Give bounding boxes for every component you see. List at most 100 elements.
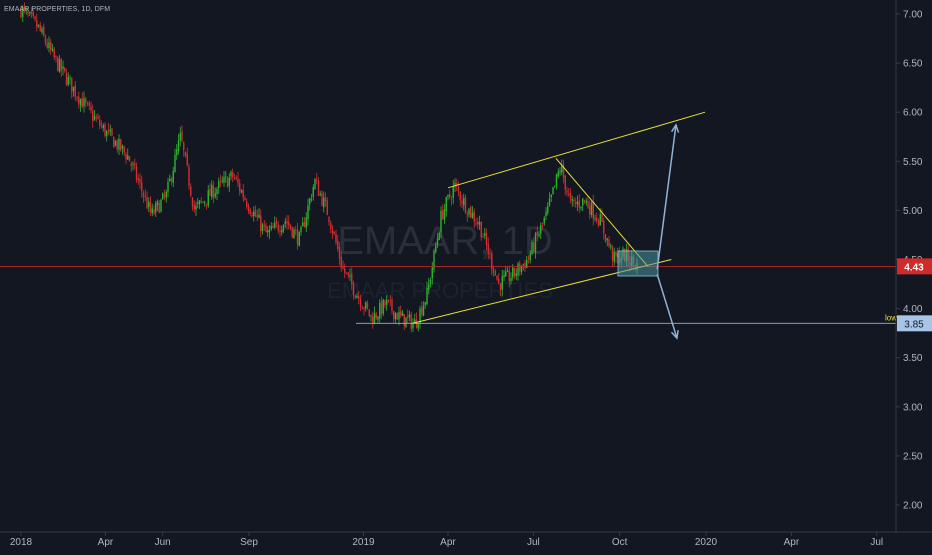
candle-body — [214, 193, 216, 197]
candle-body — [379, 302, 381, 319]
candle-body — [419, 308, 421, 324]
candle-body — [393, 310, 395, 319]
trendline-3 — [555, 158, 649, 267]
candle-body — [506, 270, 509, 273]
candle-body — [496, 275, 498, 280]
candle-body — [421, 307, 423, 315]
candle-body — [256, 215, 258, 218]
candle-body — [307, 205, 309, 219]
candle-body — [401, 312, 404, 316]
candle-body — [471, 212, 474, 218]
candle-body — [20, 7, 22, 17]
candle-body — [589, 205, 591, 215]
candle-body — [408, 314, 411, 317]
candle-body — [387, 299, 390, 301]
candle-body — [354, 295, 356, 298]
watermark-ticker: EMAAR, 1D — [337, 219, 553, 263]
candle-body — [512, 267, 514, 278]
candle-body — [132, 164, 134, 166]
candle-body — [501, 276, 503, 290]
candle-body — [412, 322, 414, 329]
candle-body — [333, 232, 335, 234]
candle-body — [142, 192, 145, 197]
candle-body — [260, 215, 262, 232]
candle-body — [494, 274, 496, 276]
candle-body — [312, 187, 314, 197]
candle-body — [468, 208, 470, 215]
candle-body — [324, 197, 327, 202]
candle-body — [153, 209, 155, 214]
x-tick-label: Jul — [870, 537, 883, 548]
candle-body — [253, 211, 255, 217]
candle-body — [543, 217, 545, 224]
candle-body — [284, 221, 286, 225]
candle-body — [615, 251, 617, 257]
candle-body — [303, 222, 306, 228]
x-tick-label: 2020 — [695, 537, 718, 548]
candle-body — [123, 147, 125, 153]
candle-body — [184, 151, 187, 156]
candle-body — [596, 217, 598, 221]
candle-body — [447, 195, 449, 197]
candle-body — [405, 317, 407, 328]
candle-body — [326, 200, 328, 216]
candle-body — [254, 210, 257, 217]
candle-body — [246, 201, 248, 207]
candle-body — [30, 11, 33, 15]
candle-body — [71, 77, 73, 93]
y-tick-label: 3.00 — [903, 402, 923, 413]
candle-body — [384, 300, 386, 306]
candle-body — [456, 182, 458, 187]
candle-body — [225, 176, 227, 178]
x-tick-label: 2018 — [10, 537, 33, 548]
candle-body — [484, 233, 486, 236]
candle-body — [99, 119, 101, 126]
candle-body — [337, 240, 339, 249]
candle-body — [83, 98, 85, 107]
candle-body — [296, 228, 299, 245]
candle-body — [127, 155, 129, 160]
candle-body — [559, 170, 561, 173]
candle-body — [515, 273, 517, 277]
candle-body — [428, 284, 430, 290]
candle-body — [585, 200, 587, 203]
candle-body — [571, 199, 573, 201]
candle-body — [155, 203, 157, 213]
candle-body — [90, 106, 92, 111]
candle-body — [97, 116, 99, 119]
candle-body — [288, 221, 290, 226]
candle-body — [23, 7, 26, 9]
candle-body — [480, 221, 482, 238]
candle-body — [608, 239, 610, 247]
candle-body — [34, 16, 36, 20]
candle-body — [57, 57, 59, 71]
candle-body — [606, 238, 608, 241]
candle-body — [531, 242, 533, 254]
candle-body — [202, 201, 204, 203]
candle-body — [517, 263, 519, 276]
candle-body — [310, 198, 313, 200]
candle-body — [158, 202, 160, 213]
candle-body — [461, 200, 463, 204]
candle-body — [174, 154, 176, 173]
candle-body — [482, 236, 484, 238]
candle-body — [464, 197, 467, 213]
candle-body — [375, 314, 377, 318]
y-tick-label: 5.50 — [903, 157, 923, 168]
x-tick-label: Apr — [440, 537, 456, 548]
candle-body — [293, 229, 295, 238]
candle-body — [149, 201, 152, 213]
candle-body — [76, 97, 78, 99]
candle-body — [39, 24, 41, 31]
candle-body — [65, 73, 68, 85]
candle-body — [53, 49, 55, 58]
candle-body — [473, 211, 475, 222]
candle-body — [177, 140, 180, 152]
candle-body — [554, 185, 556, 187]
candle-body — [125, 153, 127, 160]
candle-body — [302, 222, 304, 227]
candle-body — [78, 96, 80, 104]
